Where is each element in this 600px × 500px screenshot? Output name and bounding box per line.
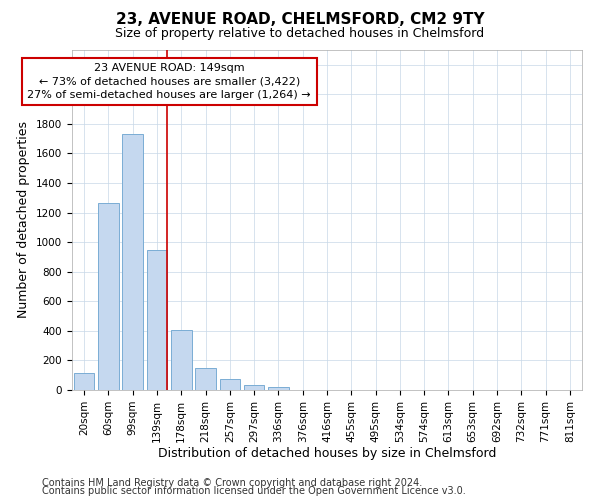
- Text: Size of property relative to detached houses in Chelmsford: Size of property relative to detached ho…: [115, 28, 485, 40]
- Text: Contains public sector information licensed under the Open Government Licence v3: Contains public sector information licen…: [42, 486, 466, 496]
- Text: Contains HM Land Registry data © Crown copyright and database right 2024.: Contains HM Land Registry data © Crown c…: [42, 478, 422, 488]
- Bar: [195, 368, 216, 390]
- Bar: [98, 203, 119, 390]
- Bar: [220, 379, 240, 390]
- Bar: [74, 373, 94, 390]
- Bar: [171, 330, 191, 390]
- Bar: [146, 250, 167, 390]
- Bar: [268, 387, 289, 390]
- Bar: [244, 385, 265, 390]
- X-axis label: Distribution of detached houses by size in Chelmsford: Distribution of detached houses by size …: [158, 448, 496, 460]
- Text: 23 AVENUE ROAD: 149sqm
← 73% of detached houses are smaller (3,422)
27% of semi-: 23 AVENUE ROAD: 149sqm ← 73% of detached…: [28, 64, 311, 100]
- Y-axis label: Number of detached properties: Number of detached properties: [17, 122, 31, 318]
- Text: 23, AVENUE ROAD, CHELMSFORD, CM2 9TY: 23, AVENUE ROAD, CHELMSFORD, CM2 9TY: [116, 12, 484, 28]
- Bar: [122, 134, 143, 390]
